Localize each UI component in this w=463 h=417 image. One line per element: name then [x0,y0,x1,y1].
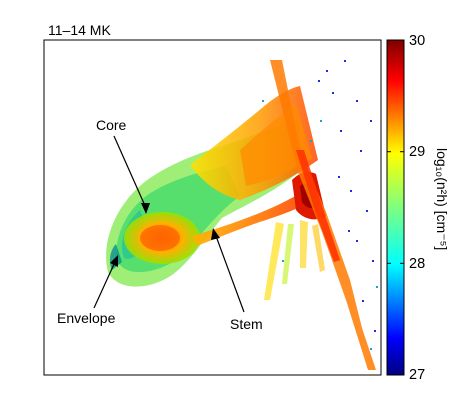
colorbar-label: log₁₀(n²h) [cm⁻⁵] [434,148,450,250]
colorbar-tick-29: 29 [409,144,425,160]
colorbar-tick-30: 30 [409,33,425,49]
stem-structure [192,186,314,246]
annotation-stem-label: Stem [230,316,263,332]
image-frame [43,39,382,376]
panel-title: 11–14 MK [48,22,111,38]
colorbar: 30 29 28 27 log₁₀(n²h) [cm⁻⁵] [386,33,450,383]
colorbar-tick-27: 27 [409,367,425,383]
emission-image [44,40,381,375]
annotation-envelope-label: Envelope [57,310,116,326]
limb-noise-dots [318,60,376,332]
colorbar-gradient [386,39,405,376]
colorbar-tick-28: 28 [409,256,425,272]
annotation-core: Core [96,117,150,214]
annotation-stem: Stem [211,228,263,332]
annotation-core-label: Core [96,117,127,133]
annotation-envelope: Envelope [57,255,118,326]
